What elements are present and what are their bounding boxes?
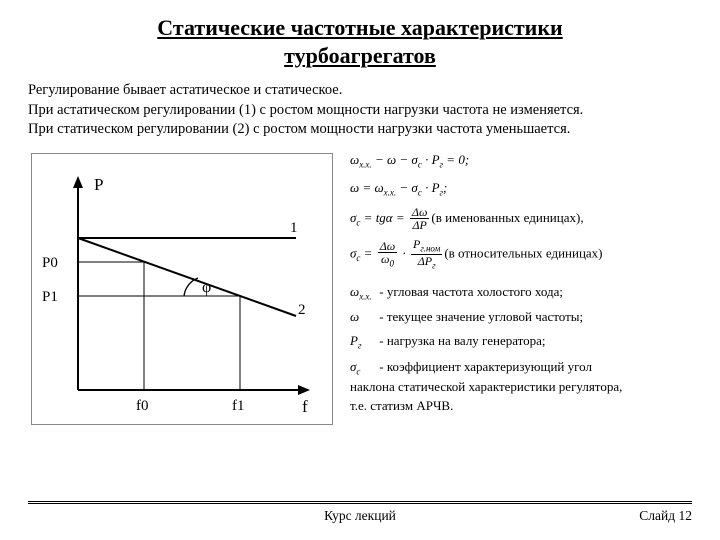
slide-footer: Курс лекций Слайд 12 bbox=[28, 501, 692, 524]
def-sigma-cont2: т.е. статизм АРЧВ. bbox=[350, 397, 692, 416]
title-line1: Статические частотные характеристики bbox=[157, 15, 562, 40]
body-text: Регулирование бывает астатическое и стат… bbox=[28, 81, 692, 140]
def-pg: Pг - нагрузка на валу генератора; bbox=[350, 332, 692, 353]
equation-3: σс = tgα = ΔωΔP(в именованных единицах), bbox=[350, 206, 692, 232]
svg-text:f0: f0 bbox=[136, 398, 149, 414]
svg-text:f: f bbox=[302, 397, 308, 416]
def-omega: ω - текущее значение угловой частоты; bbox=[350, 308, 692, 327]
svg-text:P: P bbox=[94, 175, 103, 194]
svg-text:P0: P0 bbox=[42, 255, 58, 271]
body-line1: Регулирование бывает астатическое и стат… bbox=[28, 81, 692, 101]
svg-text:f1: f1 bbox=[232, 398, 245, 414]
body-line2: При астатическом регулировании (1) с рос… bbox=[28, 101, 692, 121]
equations-column: ωх.х. − ω − σс · Pг = 0; ω = ωх.х. − σс … bbox=[350, 150, 692, 416]
symbol-definitions: ωх.х. - угловая частота холостого хода; … bbox=[350, 283, 692, 416]
svg-text:P1: P1 bbox=[42, 289, 58, 305]
equation-2: ω = ωх.х. − σс · Pг; bbox=[350, 178, 692, 200]
equation-4: σс = Δωω0 · Pг.номΔPг(в относительных ед… bbox=[350, 238, 692, 271]
svg-text:2: 2 bbox=[298, 302, 306, 318]
slide-title: Статические частотные характеристики тур… bbox=[28, 14, 692, 69]
def-sigma: σс - коэффициент характеризующий угол bbox=[350, 358, 692, 379]
chart-container: Pf12P0P1f0f1φ bbox=[28, 150, 336, 428]
svg-text:1: 1 bbox=[290, 220, 298, 236]
def-omega-xx: ωх.х. - угловая частота холостого хода; bbox=[350, 283, 692, 304]
body-line3: При статическом регулировании (2) с рост… bbox=[28, 120, 692, 140]
footer-center: Курс лекций bbox=[28, 508, 692, 524]
svg-text:φ: φ bbox=[202, 279, 211, 296]
def-sigma-cont1: наклона статической характеристики регул… bbox=[350, 378, 692, 397]
title-line2: турбоагрегатов bbox=[284, 43, 436, 68]
pf-chart: Pf12P0P1f0f1φ bbox=[32, 154, 332, 424]
equation-1: ωх.х. − ω − σс · Pг = 0; bbox=[350, 150, 692, 172]
